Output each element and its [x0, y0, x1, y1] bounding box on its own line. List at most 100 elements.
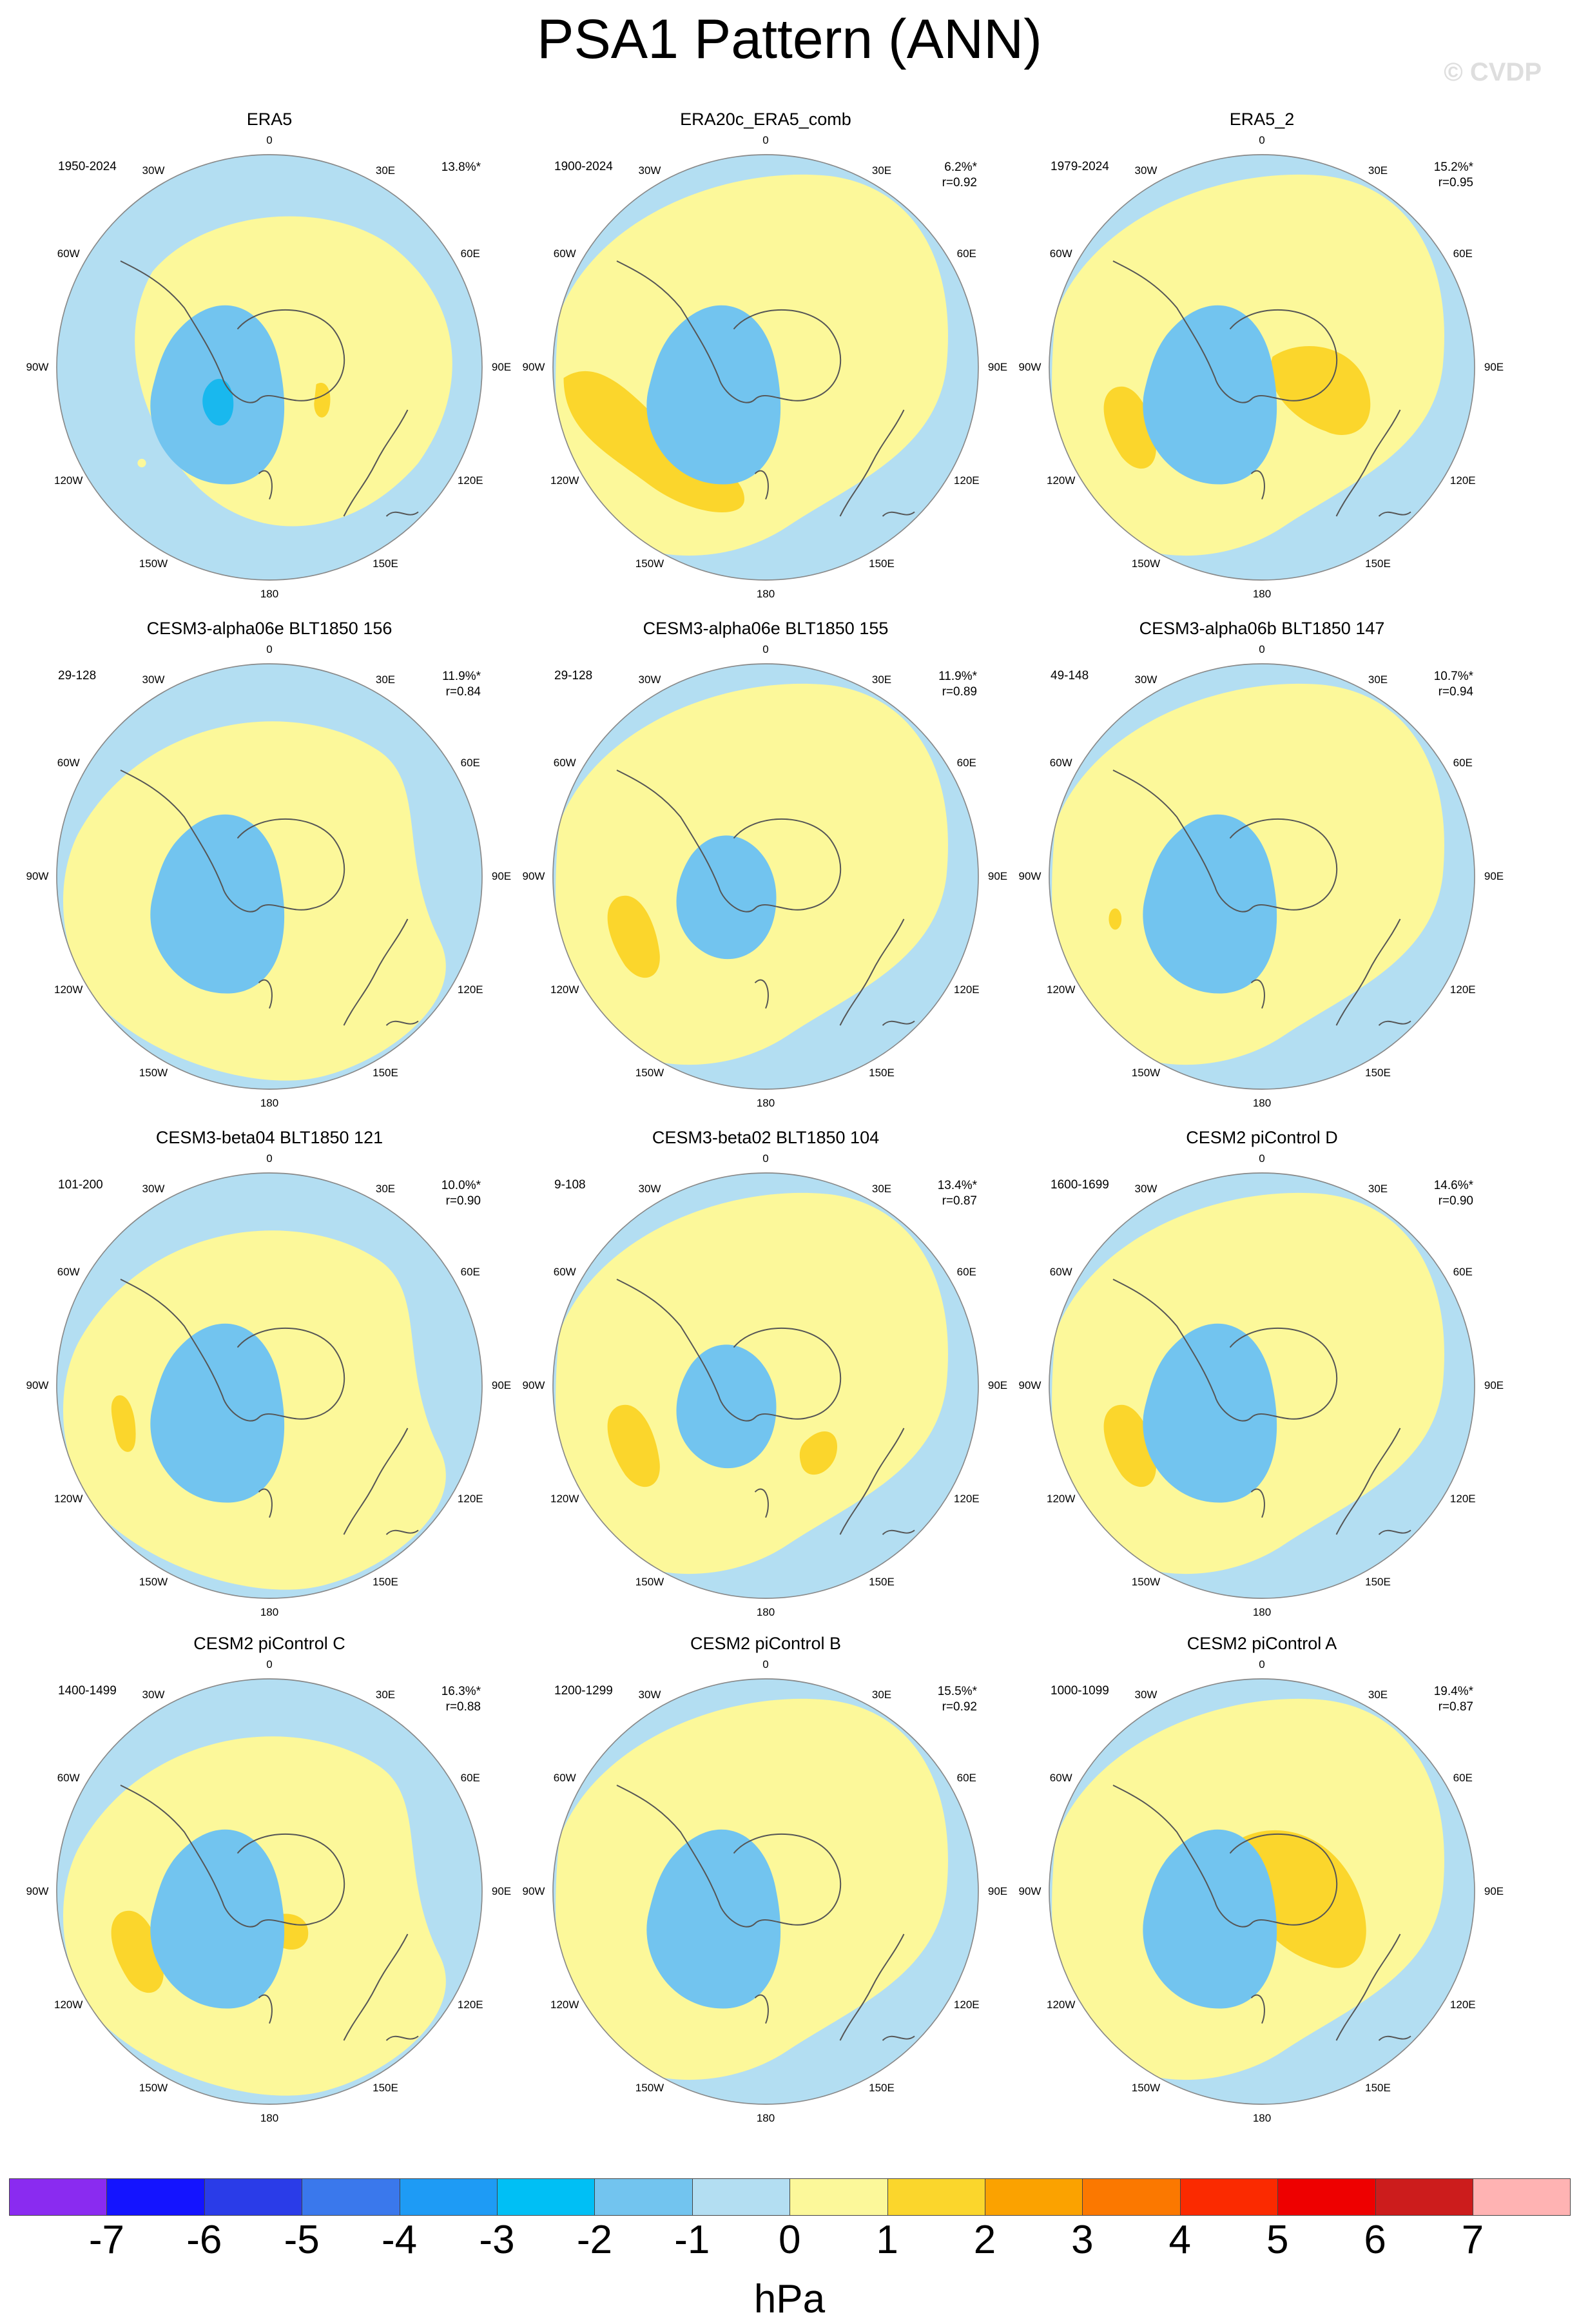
map-panel: CESM2 piControl C 1400-1499 16.3%* r=0.88 0 3…	[18, 1634, 521, 2124]
panel-correlation: r=0.90	[445, 1194, 481, 1208]
strong-positive-anomaly-region	[607, 895, 660, 978]
longitude-label: 30W	[142, 164, 165, 177]
longitude-label: 60E	[1453, 757, 1473, 769]
panel-variance: 6.2%*	[944, 160, 977, 174]
longitude-label: 150E	[1365, 1575, 1391, 1588]
longitude-label: 150E	[869, 557, 895, 570]
strong-negative-anomaly-region	[1143, 814, 1277, 994]
coastline	[1250, 1488, 1265, 1518]
panel-years: 1900-2024	[554, 160, 613, 173]
longitude-label: 60W	[57, 1266, 80, 1278]
map-panel: CESM3-alpha06b BLT1850 147 49-148 10.7%* r=…	[1011, 619, 1513, 1109]
longitude-label: 60W	[57, 757, 80, 769]
coastline	[882, 1020, 915, 1026]
globe-outline	[552, 663, 979, 1090]
longitude-label: 120W	[54, 983, 83, 996]
strong-negative-anomaly-region	[1143, 1829, 1277, 2009]
colorbar-cell	[106, 2178, 205, 2216]
longitude-label: 180	[1252, 1606, 1272, 1618]
panel-title: ERA5_2	[1229, 110, 1295, 129]
colorbar-cell	[399, 2178, 498, 2216]
longitude-label: 150E	[373, 2081, 398, 2094]
longitude-label: 30W	[1134, 673, 1158, 686]
longitude-label: 60W	[57, 247, 80, 260]
longitude-label: 180	[260, 1606, 279, 1618]
longitude-label: 150E	[1365, 557, 1391, 570]
colorbar-units: hPa	[753, 2277, 826, 2321]
coastline	[1112, 1785, 1338, 1928]
longitude-label: 180	[1252, 2112, 1272, 2124]
colorbar-cell	[1082, 2178, 1181, 2216]
globe-outline	[56, 663, 483, 1090]
colorbar-cell	[1179, 2178, 1279, 2216]
longitude-label: 0	[1259, 1152, 1265, 1165]
panel-title: CESM2 piControl A	[1187, 1634, 1337, 1653]
coastline	[839, 1428, 905, 1535]
longitude-label: 120W	[1047, 1493, 1076, 1505]
colorbar-tick-label: -6	[186, 2218, 222, 2262]
coastline	[343, 1428, 409, 1535]
panel-variance: 15.5%*	[937, 1685, 977, 1698]
longitude-label: 120E	[457, 474, 483, 487]
coastline	[839, 918, 905, 1026]
strong-negative-anomaly-region	[150, 1323, 285, 1503]
coastline	[754, 1488, 769, 1518]
longitude-label: 30E	[375, 673, 396, 686]
map-panel: CESM2 piControl A 1000-1099 19.4%* r=0.87 0 3…	[1011, 1634, 1513, 2124]
panel-correlation: r=0.92	[942, 1700, 977, 1714]
strong-negative-anomaly-region	[150, 814, 285, 994]
panel-stats: 19.4%* r=0.87	[1434, 1684, 1473, 1715]
polar-map	[56, 154, 483, 581]
coastline	[1335, 1933, 1401, 2041]
panel-years: 1600-1699	[1051, 1178, 1109, 1192]
colorbar-tick-label: 0	[778, 2218, 801, 2262]
coastline	[882, 511, 915, 517]
longitude-label: 30W	[638, 673, 661, 686]
longitude-label: 0	[1259, 1658, 1265, 1670]
longitude-label: 180	[756, 2112, 775, 2124]
panel-title: ERA20c_ERA5_comb	[680, 110, 851, 129]
longitude-label: 150E	[869, 1066, 895, 1079]
polar-map	[552, 154, 979, 581]
colorbar-tick-label: -5	[284, 2218, 320, 2262]
longitude-label: 30W	[1134, 1183, 1158, 1196]
panel-variance: 10.7%*	[1433, 670, 1473, 683]
coastline	[1250, 1994, 1265, 2024]
globe-outline	[1049, 1172, 1475, 1599]
colorbar-cell	[692, 2178, 791, 2216]
coastline	[1378, 1529, 1411, 1535]
longitude-label: 120E	[1449, 474, 1476, 487]
longitude-label: 90E	[491, 1885, 512, 1897]
longitude-label: 180	[1252, 588, 1272, 600]
longitude-label: 90E	[987, 1379, 1008, 1391]
panel-title: CESM2 piControl C	[193, 1634, 345, 1653]
longitude-label: 150W	[635, 1066, 664, 1079]
longitude-label: 90W	[26, 1379, 49, 1391]
longitude-label: 60E	[1453, 1266, 1473, 1278]
longitude-label: 0	[762, 643, 769, 655]
map-panel: CESM3-beta02 BLT1850 104 9-108 13.4%* r=0.8…	[514, 1128, 1017, 1618]
longitude-label: 30W	[1134, 164, 1158, 177]
longitude-label: 30W	[638, 164, 661, 177]
longitude-label: 150W	[1131, 557, 1161, 570]
map-panel: CESM3-beta04 BLT1850 121 101-200 10.0%* r=0…	[18, 1128, 521, 1618]
longitude-label: 60W	[1049, 1266, 1072, 1278]
coastline	[1112, 770, 1338, 913]
longitude-label: 30E	[1368, 164, 1388, 177]
longitude-label: 90W	[522, 1885, 545, 1897]
longitude-label: 0	[762, 134, 769, 146]
polar-map	[1049, 1172, 1475, 1599]
coastline	[343, 1933, 409, 2041]
longitude-label: 180	[756, 1097, 775, 1109]
coastline	[1378, 2035, 1411, 2041]
longitude-label: 90W	[1018, 361, 1041, 373]
longitude-label: 120E	[457, 1999, 483, 2011]
colorbar-tick-label: -3	[479, 2218, 515, 2262]
longitude-label: 60W	[553, 1772, 576, 1784]
panel-years: 1400-1499	[58, 1684, 117, 1698]
longitude-label: 30W	[142, 1183, 165, 1196]
strong-positive-anomaly-region	[1109, 908, 1122, 930]
longitude-label: 60E	[956, 1266, 976, 1278]
longitude-label: 90W	[522, 361, 545, 373]
strong-positive-anomaly-region	[1270, 346, 1371, 435]
